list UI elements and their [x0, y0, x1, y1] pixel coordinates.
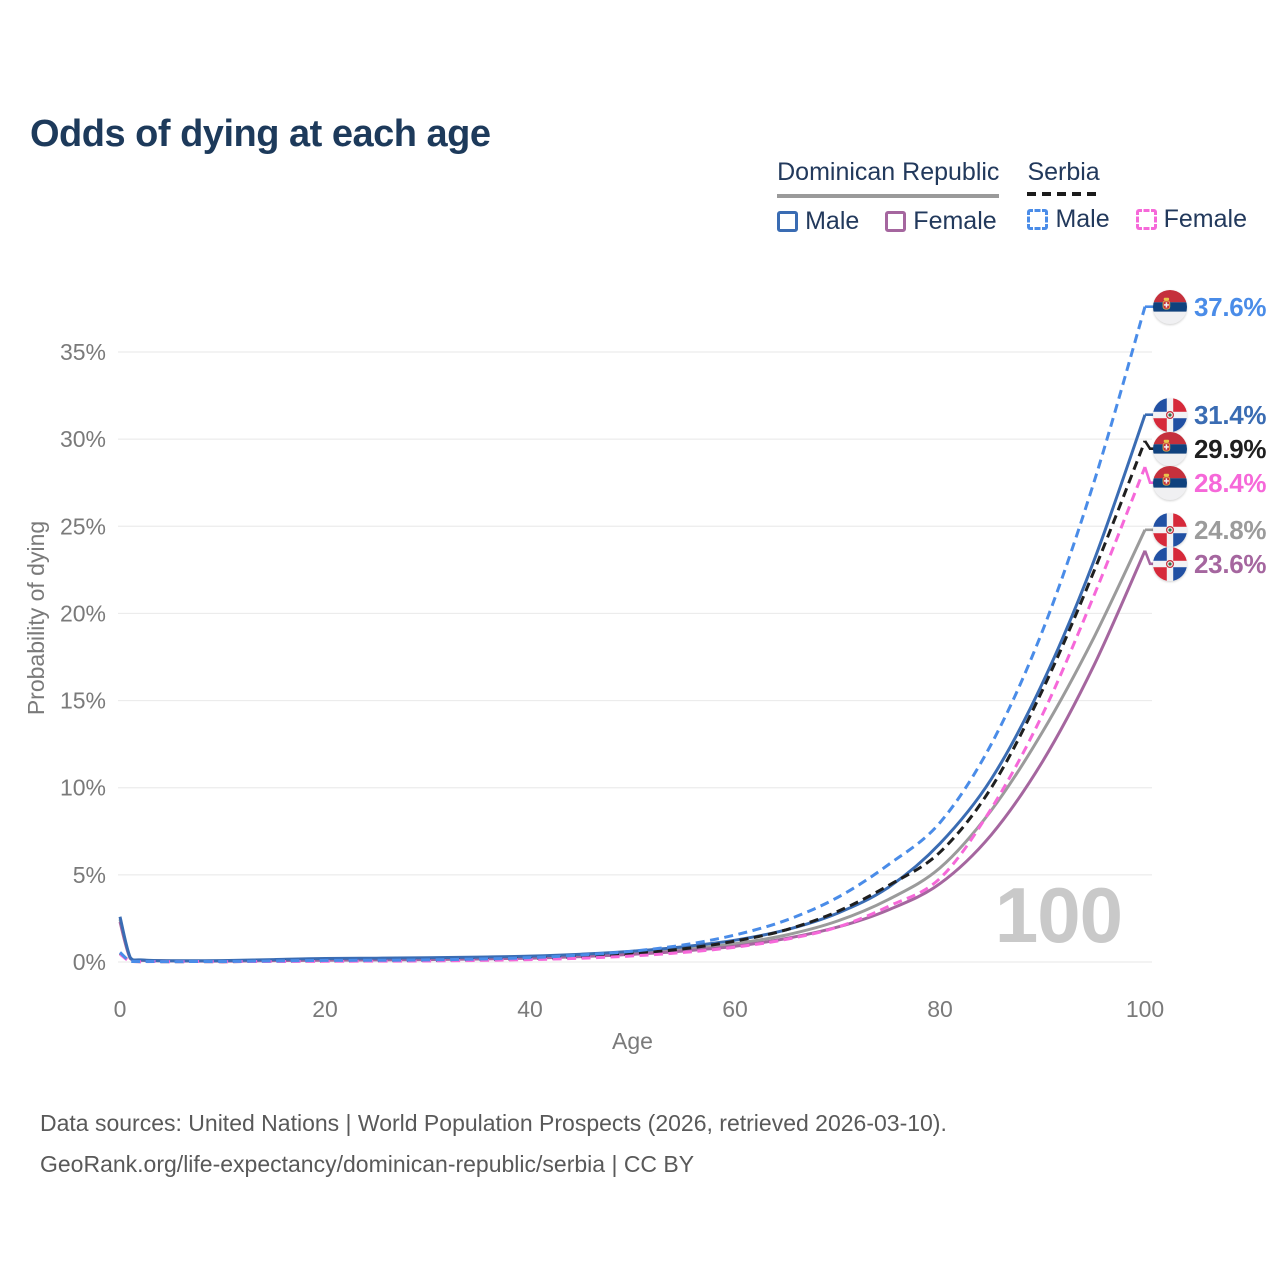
end-label-dr-total: 24.8%: [1153, 512, 1267, 548]
end-value-label: 29.9%: [1194, 433, 1267, 464]
male-solid-swatch-icon: [777, 211, 799, 232]
legend-group-label-serbia: Serbia: [1027, 158, 1100, 196]
dominican-republic-flag-icon: [1153, 398, 1187, 432]
end-value-label: 28.4%: [1194, 467, 1267, 498]
end-value-label: 31.4%: [1194, 399, 1267, 430]
legend-item-dominican-republic-female[interactable]: Female: [885, 207, 997, 236]
end-value-label: 37.6%: [1194, 291, 1267, 322]
page-title: Odds of dying at each age: [30, 113, 491, 156]
x-tick-label: 40: [517, 996, 543, 1022]
legend-item-label: Female: [1163, 205, 1247, 233]
line-serbia-female: [119, 466, 1147, 964]
end-label-dr-female: 23.6%: [1153, 546, 1267, 582]
line-dr-male: [118, 414, 1147, 963]
legend-items-serbia: Male Female: [1027, 205, 1247, 234]
legend-items-dominican-republic: Male Female: [777, 207, 999, 236]
age-watermark: 100: [995, 871, 1122, 959]
y-tick-label: 35%: [60, 339, 106, 365]
end-label-serbia-male: 37.6%: [1153, 289, 1267, 325]
footer-line-2: GeoRank.org/life-expectancy/dominican-re…: [40, 1151, 695, 1177]
end-label-serbia-total: 29.9%: [1153, 431, 1267, 467]
y-tick-label: 20%: [60, 600, 106, 626]
legend-group-dominican-republic: Dominican Republic Male Female: [777, 158, 1000, 236]
end-label-serbia-female: 28.4%: [1153, 465, 1267, 501]
male-dashed-swatch-icon: [1027, 209, 1049, 230]
legend-item-label: Male: [805, 207, 860, 235]
serbia-flag-icon: [1153, 290, 1187, 324]
y-tick-label: 5%: [73, 862, 106, 888]
y-tick-label: 0%: [73, 949, 106, 975]
y-axis-title: Probability of dying: [23, 521, 49, 715]
legend-item-dominican-republic-male[interactable]: Male: [777, 207, 859, 236]
dominican-republic-flag-icon: [1153, 513, 1187, 547]
serbia-flag-icon: [1153, 466, 1187, 500]
legend-item-serbia-female[interactable]: Female: [1135, 205, 1247, 234]
legend: Dominican Republic Male Female Serbia Ma…: [777, 158, 1247, 236]
data-sources-footer: Data sources: United Nations | World Pop…: [40, 1103, 947, 1185]
legend-item-label: Male: [1055, 205, 1110, 233]
female-dashed-swatch-icon: [1135, 209, 1157, 230]
x-tick-label: 20: [312, 996, 338, 1022]
x-tick-label: 100: [1126, 996, 1164, 1022]
end-value-label: 23.6%: [1194, 548, 1267, 579]
x-axis-title: Age: [612, 1028, 653, 1054]
x-tick-label: 80: [927, 996, 953, 1022]
end-value-label: 24.8%: [1194, 514, 1267, 545]
legend-group-serbia: Serbia Male Female: [1027, 158, 1247, 234]
line-serbia-total: [119, 440, 1147, 964]
y-tick-label: 10%: [60, 775, 106, 801]
footer-line-1: Data sources: United Nations | World Pop…: [40, 1110, 947, 1136]
x-tick-label: 0: [114, 996, 127, 1022]
legend-group-label-dominican-republic: Dominican Republic: [777, 158, 1000, 198]
serbia-flag-icon: [1153, 432, 1187, 466]
x-tick-label: 60: [722, 996, 748, 1022]
legend-item-label: Female: [913, 207, 997, 235]
line-dr-female: [118, 550, 1147, 963]
y-tick-label: 15%: [60, 688, 106, 714]
end-label-dr-male: 31.4%: [1153, 397, 1267, 433]
y-tick-label: 30%: [60, 426, 106, 452]
dominican-republic-flag-icon: [1153, 547, 1187, 581]
female-solid-swatch-icon: [885, 211, 907, 232]
line-serbia-male: [118, 306, 1147, 964]
y-tick-label: 25%: [60, 513, 106, 539]
legend-item-serbia-male[interactable]: Male: [1027, 205, 1110, 234]
